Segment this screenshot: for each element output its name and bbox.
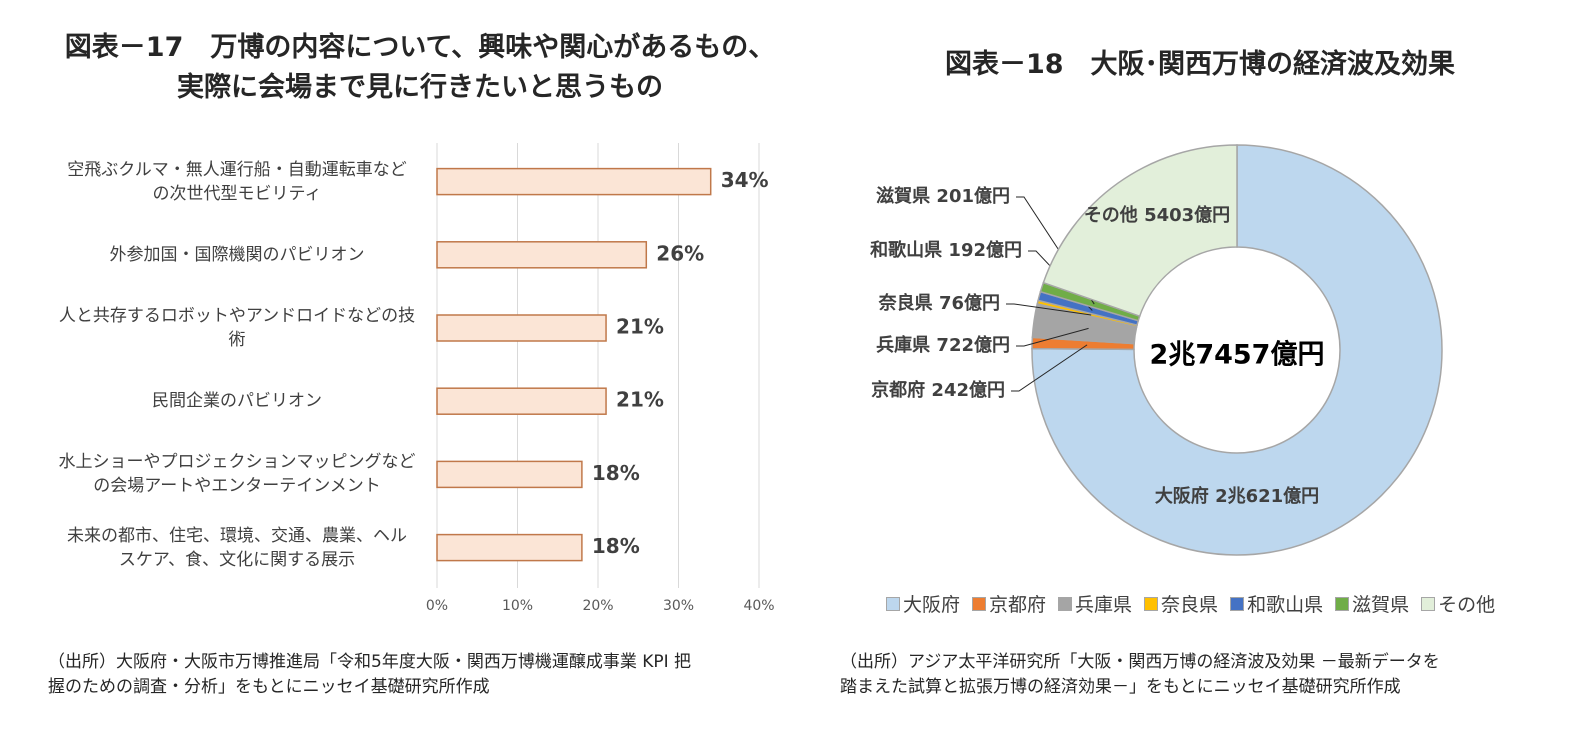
data-label: 滋賀県 201億円 (876, 185, 1010, 207)
legend-item: 滋賀県 (1335, 590, 1409, 617)
bar (436, 387, 607, 415)
leader-line (1016, 327, 1089, 347)
category-label: 水上ショーやプロジェクションマッピングなど の会場アートやエンターテインメント (58, 452, 416, 497)
data-label: その他 5403億円 (1084, 204, 1230, 226)
data-label: 兵庫県 722億円 (876, 334, 1010, 356)
legend-label: その他 (1438, 594, 1496, 616)
category-label: 人と共存するロボットやアンドロイドなどの技 術 (58, 306, 416, 350)
source-note: （出所）アジア太平洋研究所「大阪・関西万博の経済波及効果 －最新データを 踏まえ… (840, 652, 1440, 697)
value-label: 26% (656, 241, 704, 265)
legend-swatch (1058, 596, 1073, 611)
chart-title: 図表－18 大阪･関西万博の経済波及効果 (944, 49, 1456, 80)
source-note: （出所）大阪府・大阪市万博推進局「令和5年度大阪・関西万博機運醸成事業 KPI … (48, 652, 692, 697)
value-label: 18% (592, 461, 640, 485)
x-tick-label: 40% (743, 598, 774, 614)
category-label: 空飛ぶクルマ・無人運行船・自動運転車など の次世代型モビリティ (67, 159, 407, 204)
category-label: 外参加国・国際機関のパビリオン (109, 244, 365, 265)
category-label: 民間企業のパビリオン (152, 391, 322, 412)
data-label: 奈良県 76億円 (878, 292, 1000, 314)
bar (436, 241, 648, 269)
legend-label: 和歌山県 (1247, 594, 1324, 616)
x-tick-label: 0% (426, 598, 448, 614)
legend-swatch (1335, 596, 1350, 611)
data-label: 京都府 242億円 (871, 379, 1005, 401)
category-label: 未来の都市、住宅、環境、交通、農業、ヘル スケア、食、文化に関する展示 (67, 525, 407, 570)
bar (436, 314, 607, 342)
total-label: 2兆7457億円 (1150, 340, 1325, 371)
legend-item: 大阪府 (886, 590, 960, 617)
leader-line (1006, 303, 1092, 316)
donut-slice (1042, 144, 1238, 318)
value-label: 21% (616, 388, 664, 412)
legend-swatch (886, 596, 900, 611)
value-label: 21% (616, 315, 664, 339)
legend-item: 奈良県 (1144, 590, 1218, 617)
legend-label: 兵庫県 (1075, 594, 1133, 616)
leader-line (1011, 344, 1088, 392)
legend-swatch (972, 596, 987, 611)
legend-swatch (1421, 596, 1436, 611)
legend-swatch (1144, 596, 1159, 611)
legend-label: 奈良県 (1161, 594, 1219, 616)
x-tick-label: 10% (502, 598, 533, 614)
legend: 大阪府 京都府 兵庫県 奈良県 和歌山県 滋賀県 その他 (886, 590, 1495, 617)
legend-label: 京都府 (989, 594, 1047, 616)
bar (436, 533, 583, 562)
legend-swatch (1230, 596, 1245, 611)
legend-item: 京都府 (972, 590, 1046, 617)
legend-item: その他 (1421, 590, 1495, 617)
legend-label: 大阪府 (903, 594, 961, 616)
data-label: 大阪府 2兆621億円 (1155, 485, 1319, 507)
x-tick-label: 30% (663, 598, 694, 614)
data-label: 和歌山県 192億円 (870, 239, 1022, 261)
bar (436, 167, 712, 196)
legend-label: 滋賀県 (1352, 594, 1410, 616)
value-label: 18% (592, 534, 640, 558)
value-label: 34% (721, 168, 769, 192)
x-tick-label: 20% (582, 598, 613, 614)
legend-item: 和歌山県 (1230, 590, 1323, 617)
donut-slice (1031, 144, 1443, 556)
bar (436, 460, 583, 489)
chart-title: 図表－17 万博の内容について、興味や関心があるもの、 実際に会場まで見に行きた… (64, 32, 776, 103)
legend-item: 兵庫県 (1058, 590, 1132, 617)
